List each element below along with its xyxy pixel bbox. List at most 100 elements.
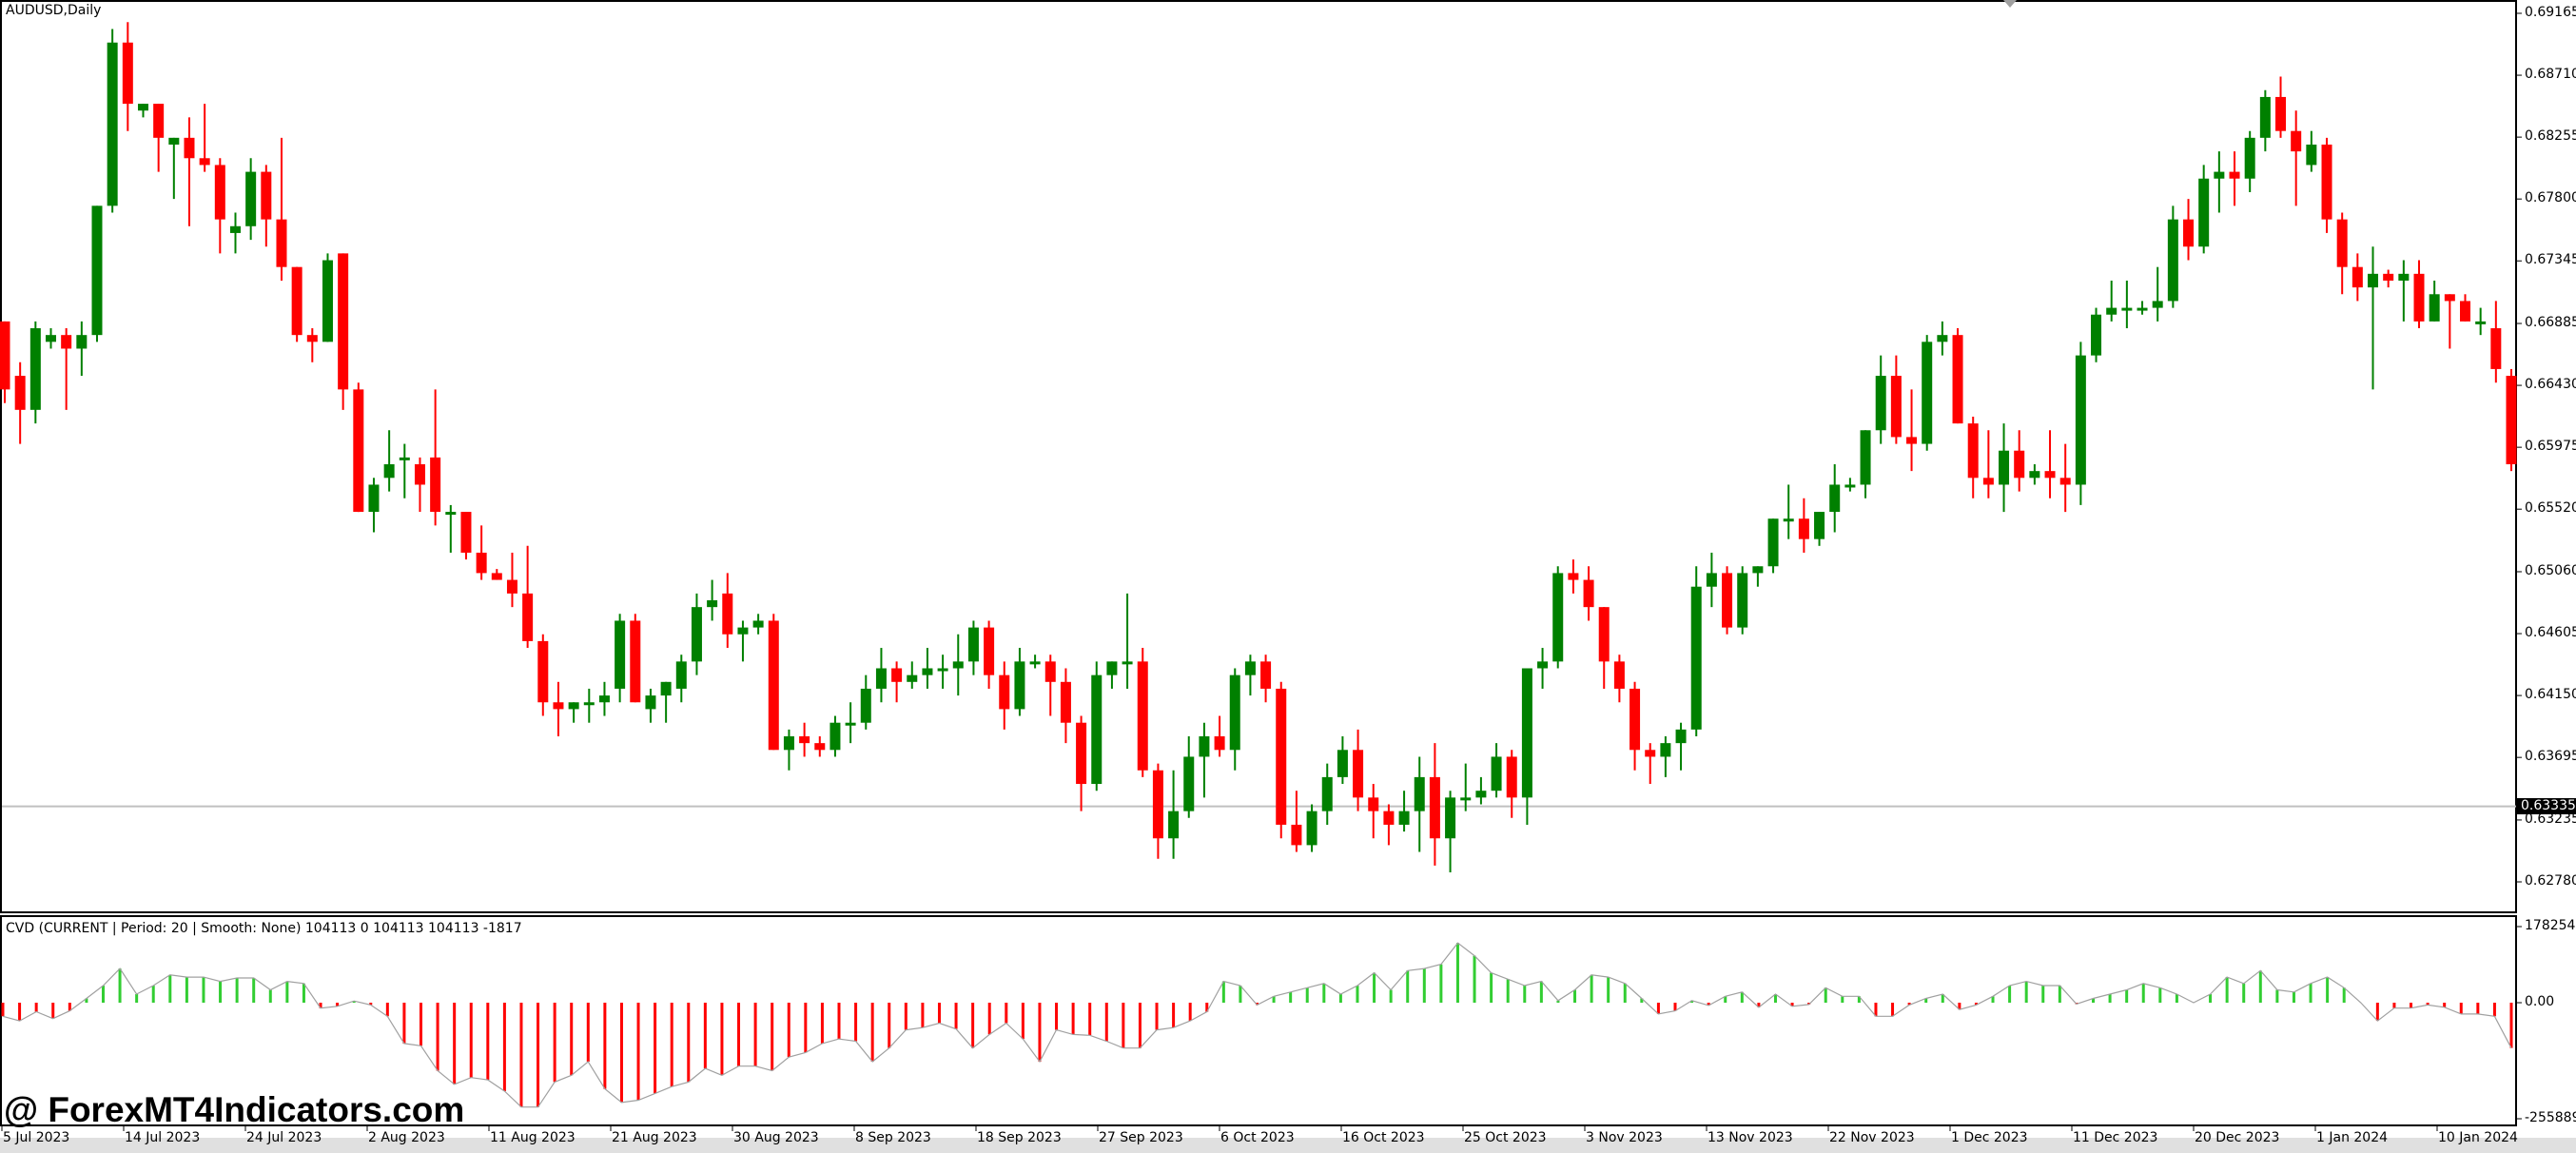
date-tick-label: 2 Aug 2023: [368, 1130, 445, 1145]
candle-body: [414, 464, 425, 485]
price-tick-label: 0.63695: [2525, 749, 2576, 765]
candle-body: [1091, 674, 1103, 785]
candle-body: [1752, 566, 1764, 574]
candle-body: [276, 219, 287, 267]
candle-body: [91, 205, 103, 336]
candle-body: [1183, 756, 1195, 811]
chart-shift-marker-icon[interactable]: [2003, 0, 2017, 8]
candle-body: [1722, 573, 1733, 628]
candle-body: [860, 688, 871, 723]
candle-body: [383, 464, 395, 479]
candle-body: [1291, 824, 1302, 846]
date-tick-label: 5 Jul 2023: [3, 1130, 70, 1145]
indicator-tick-label: 0.00: [2525, 994, 2555, 1009]
candle-body: [491, 573, 502, 580]
candle-body: [214, 165, 225, 220]
candle-body: [2368, 273, 2379, 288]
candle-body: [1675, 729, 1687, 744]
candle-body: [1613, 661, 1625, 689]
candle-body: [1967, 423, 1979, 479]
candle-body: [1353, 750, 1364, 798]
candle-body: [353, 389, 364, 513]
candle-body: [1690, 586, 1702, 730]
candle-body: [2014, 450, 2025, 479]
candle-body: [2506, 376, 2517, 465]
date-tick-label: 18 Sep 2023: [977, 1130, 1062, 1145]
candle-body: [107, 42, 118, 206]
candle-body: [1214, 735, 1225, 751]
candle-body: [1244, 661, 1256, 675]
candle-body: [1475, 791, 1487, 798]
candle-body: [1229, 674, 1240, 751]
date-tick-label: 14 Jul 2023: [125, 1130, 201, 1145]
candle-body: [1168, 811, 1180, 839]
candle-body: [2460, 301, 2471, 322]
candle-body: [1783, 518, 1794, 522]
candle-body: [999, 674, 1010, 710]
candle-body: [2121, 307, 2133, 311]
candle-body: [1583, 579, 1594, 608]
candle-body: [1137, 661, 1148, 771]
candle-body: [568, 702, 579, 710]
candle-body: [229, 225, 241, 233]
candle-body: [2352, 266, 2363, 288]
price-tick-label: 0.63235: [2525, 811, 2576, 827]
candle-body: [368, 484, 380, 513]
candle-body: [1737, 573, 1748, 628]
candle-body: [1875, 376, 1886, 431]
candle-body: [598, 695, 610, 703]
candle-body: [1999, 450, 2010, 485]
candle-body: [2321, 144, 2332, 220]
candle-body: [29, 328, 41, 410]
candle-body: [291, 266, 302, 336]
candle-body: [1199, 735, 1210, 757]
candle-body: [1029, 661, 1041, 665]
candle-body: [722, 593, 733, 635]
candle-body: [2044, 471, 2056, 479]
candle-body: [1460, 797, 1472, 801]
cvd-line: [2, 942, 2512, 1108]
indicator-title: CVD (CURRENT | Period: 20 | Smooth: None…: [6, 921, 522, 936]
candle-body: [522, 593, 534, 641]
candle-body: [2059, 478, 2071, 485]
candle-body: [1060, 681, 1071, 723]
candle-body: [967, 627, 979, 662]
candle-body: [1337, 750, 1348, 777]
candle-body: [2198, 178, 2210, 247]
candle-body: [476, 552, 487, 574]
candle-body: [1706, 573, 1717, 587]
candle-body: [2152, 301, 2163, 308]
price-tick-label: 0.65975: [2525, 439, 2576, 455]
candle-body: [922, 668, 933, 675]
candle-body: [1982, 478, 1994, 485]
main-panel-frame: [0, 0, 2517, 913]
candle-body: [1276, 688, 1287, 825]
date-tick-label: 13 Nov 2023: [1708, 1130, 1793, 1145]
candle-body: [937, 668, 948, 672]
candle-body: [1260, 661, 1272, 689]
date-tick-label: 1 Jan 2024: [2316, 1130, 2389, 1145]
candle-body: [2183, 219, 2195, 247]
price-tick-label: 0.62780: [2525, 873, 2576, 889]
candle-body: [1321, 776, 1333, 811]
candle-body: [2490, 328, 2502, 369]
candle-body: [2214, 171, 2225, 179]
candle-body: [1660, 743, 1671, 757]
candle-body: [2244, 137, 2255, 179]
candle-body: [799, 735, 810, 744]
price-tick-label: 0.65520: [2525, 500, 2576, 517]
candle-body: [1537, 661, 1549, 669]
candle-body: [707, 600, 718, 608]
candle-body: [0, 321, 10, 390]
price-tick-label: 0.66885: [2525, 315, 2576, 331]
price-tick-label: 0.68710: [2525, 67, 2576, 83]
candle-body: [1429, 776, 1440, 839]
candle-body: [245, 171, 257, 226]
date-tick-label: 30 Aug 2023: [733, 1130, 819, 1145]
candle-body: [2413, 273, 2425, 322]
candle-body: [261, 171, 272, 220]
candle-body: [1306, 811, 1317, 846]
candle-body: [1937, 335, 1948, 342]
